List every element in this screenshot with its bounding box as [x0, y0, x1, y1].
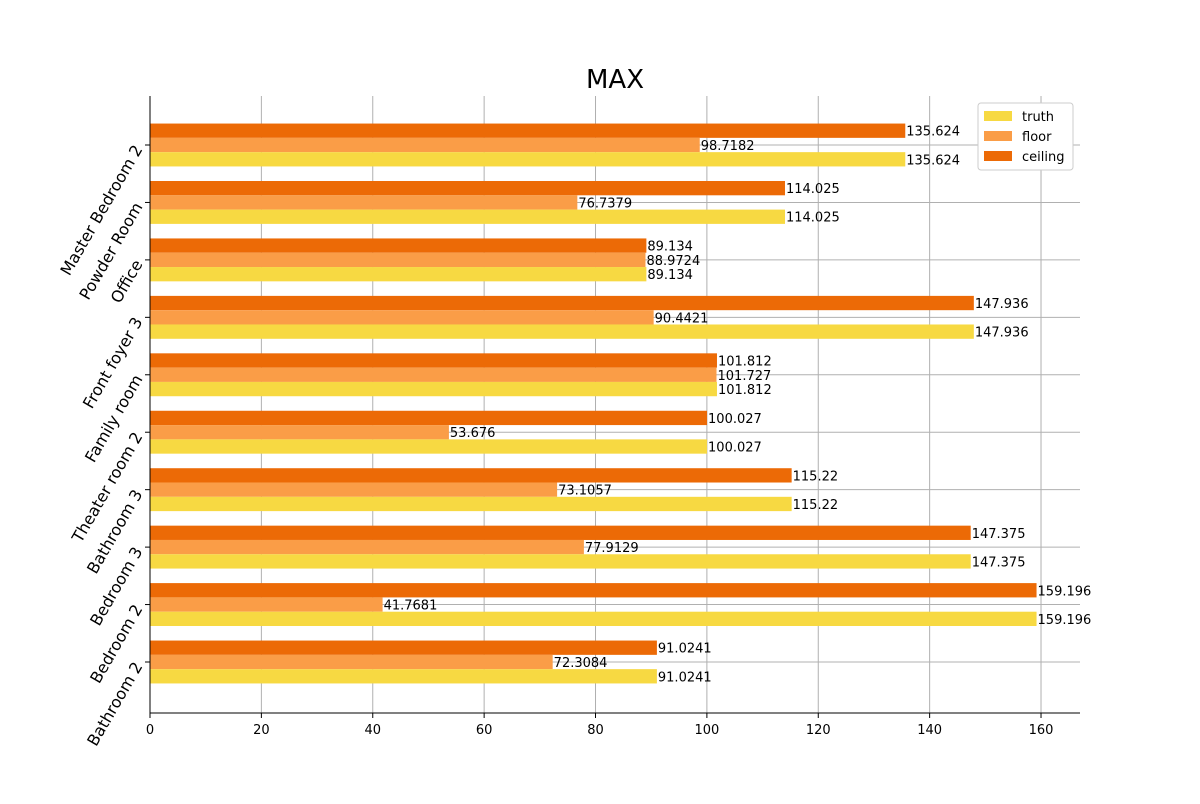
data-label-floor: 41.7681	[384, 599, 438, 614]
bar-truth	[150, 611, 1037, 627]
bar-truth	[150, 439, 708, 454]
bar-floor	[150, 252, 646, 268]
data-label-floor: 88.9724	[646, 254, 700, 269]
legend-label-truth: truth	[1022, 110, 1054, 125]
bar-truth	[150, 554, 971, 569]
data-label-floor: 72.3084	[554, 656, 608, 671]
bar-truth	[150, 324, 974, 339]
data-label-ceiling: 147.936	[975, 297, 1029, 312]
x-tick-label: 60	[476, 723, 493, 738]
data-label-truth: 101.812	[718, 383, 772, 398]
data-label-truth: 135.624	[906, 153, 960, 168]
data-label-ceiling: 147.375	[972, 527, 1026, 542]
bar-floor	[150, 539, 584, 555]
data-label-ceiling: 100.027	[708, 412, 762, 427]
data-label-floor: 98.7182	[701, 139, 755, 154]
bar-truth	[150, 669, 657, 684]
bar-truth	[150, 381, 717, 397]
data-label-truth: 114.025	[786, 211, 840, 226]
x-tick-label: 20	[253, 723, 270, 738]
bar-ceiling	[150, 353, 717, 368]
legend-swatch-ceiling	[984, 151, 1012, 161]
legend-swatch-floor	[984, 131, 1012, 141]
data-label-ceiling: 91.0241	[658, 642, 712, 657]
data-label-floor: 53.676	[450, 426, 496, 441]
data-label-ceiling: 101.812	[718, 354, 772, 369]
data-label-floor: 76.7379	[578, 196, 632, 211]
data-labels: 135.624 98.7182 135.624 114.025 76.7379 114.0…	[384, 125, 1092, 686]
data-label-ceiling: 115.22	[793, 469, 839, 484]
bar-floor	[150, 597, 383, 612]
chart-title: MAX	[586, 65, 644, 95]
bars	[150, 123, 1037, 684]
bar-ceiling	[150, 583, 1037, 598]
bar-ceiling	[150, 238, 647, 253]
data-label-ceiling: 114.025	[786, 182, 840, 197]
bar-truth	[150, 209, 785, 224]
data-label-truth: 100.027	[708, 441, 762, 456]
legend-label-floor: floor	[1022, 130, 1052, 145]
bar-ceiling	[150, 180, 785, 196]
legend: truth floor ceiling	[977, 102, 1074, 171]
data-label-floor: 101.727	[718, 369, 772, 384]
x-tick-label: 160	[1029, 723, 1054, 738]
data-label-truth: 147.375	[972, 555, 1026, 570]
data-label-ceiling: 159.196	[1038, 584, 1092, 599]
data-label-floor: 77.9129	[585, 541, 639, 556]
data-label-floor: 73.1057	[558, 484, 612, 499]
x-tick-label: 0	[146, 723, 154, 738]
bar-ceiling	[150, 123, 906, 138]
data-label-truth: 89.134	[647, 268, 693, 283]
bar-truth	[150, 152, 906, 167]
x-tick-label: 120	[806, 723, 831, 738]
data-label-ceiling: 135.624	[906, 125, 960, 140]
bar-truth	[150, 496, 792, 512]
bar-floor	[150, 195, 578, 210]
bar-ceiling	[150, 640, 657, 655]
data-label-ceiling: 89.134	[647, 240, 693, 255]
bar-floor	[150, 654, 553, 670]
data-label-truth: 147.936	[975, 326, 1029, 341]
bar-floor	[150, 367, 717, 382]
bar-floor	[150, 482, 558, 497]
bar-ceiling	[150, 410, 708, 426]
legend-swatch-truth	[984, 111, 1012, 121]
x-tick-label: 80	[587, 723, 604, 738]
bar-ceiling	[150, 468, 792, 483]
data-label-floor: 90.4421	[655, 311, 709, 326]
x-tick-label: 100	[694, 723, 719, 738]
bar-truth	[150, 267, 647, 282]
legend-label-ceiling: ceiling	[1022, 150, 1064, 165]
data-label-truth: 115.22	[793, 498, 839, 513]
data-label-truth: 91.0241	[658, 670, 712, 685]
data-label-truth: 159.196	[1038, 613, 1092, 628]
bar-floor	[150, 137, 700, 153]
bar-ceiling	[150, 525, 971, 540]
x-tick-label: 140	[917, 723, 942, 738]
bar-floor	[150, 425, 449, 440]
x-tick-label: 40	[364, 723, 381, 738]
bar-floor	[150, 310, 654, 325]
bar-ceiling	[150, 295, 974, 311]
